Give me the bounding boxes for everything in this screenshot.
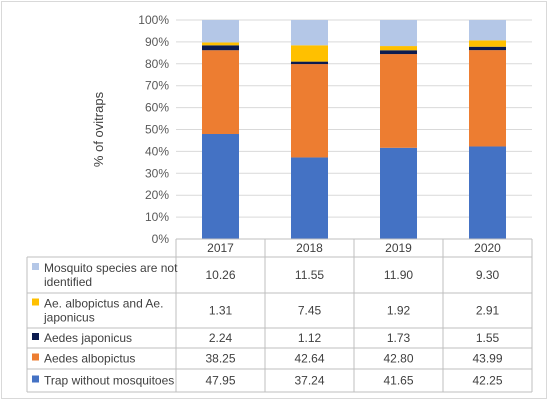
bar-segment (291, 45, 328, 62)
y-tick-label: 30% (145, 166, 169, 180)
y-tick-label: 100% (138, 13, 169, 27)
data-table-cell: 9.30 (476, 268, 500, 282)
data-table-cell: 38.25 (205, 352, 235, 366)
bar-segment (469, 50, 506, 147)
y-tick-label: 90% (145, 35, 169, 49)
legend-swatch (32, 353, 39, 361)
bar-segment (469, 20, 506, 41)
bar-segment (202, 133, 239, 239)
bar-segment (469, 146, 506, 239)
data-table-cell: 1.92 (387, 304, 411, 318)
legend-swatch (32, 333, 39, 340)
legend-swatch (32, 375, 39, 383)
y-tick-label: 0% (152, 232, 170, 246)
y-tick-label: 80% (145, 57, 169, 71)
data-table-cell: 1.31 (209, 304, 233, 318)
data-table-cell: 1.12 (298, 331, 322, 345)
y-tick-label: 10% (145, 210, 169, 224)
data-table-cell: 42.64 (294, 352, 324, 366)
legend-label: Trap without mosquitoes (44, 374, 174, 388)
bar-segment (202, 45, 239, 51)
y-tick-label: 60% (145, 101, 169, 115)
data-table-cell: 42.25 (472, 374, 502, 388)
bar-segment (380, 50, 417, 55)
x-category-label: 2020 (474, 241, 501, 255)
bar-segment (380, 20, 417, 47)
x-category-label: 2019 (385, 241, 412, 255)
bar-segment (291, 64, 328, 158)
bar-segment (380, 147, 417, 239)
bar-segment (380, 54, 417, 148)
y-axis-label: % of ovitraps (91, 91, 106, 167)
data-table-cell: 43.99 (472, 352, 502, 366)
legend-label: Aedes albopictus (44, 352, 135, 366)
data-table-cell: 7.45 (298, 304, 322, 318)
y-tick-label: 20% (145, 188, 169, 202)
y-tick-label: 50% (145, 123, 169, 137)
bar-segment (202, 42, 239, 46)
y-tick-label: 40% (145, 144, 169, 158)
legend-label: japonicus (43, 311, 95, 325)
data-table-cell: 47.95 (205, 374, 235, 388)
legend-swatch (32, 263, 39, 270)
bar-segment (291, 157, 328, 239)
legend-label: identified (44, 275, 92, 289)
data-table-cell: 41.65 (383, 374, 413, 388)
data-table-cell: 2.24 (209, 331, 233, 345)
x-category-label: 2017 (207, 241, 234, 255)
data-table-cell: 10.26 (205, 268, 235, 282)
data-table-cell: 42.80 (383, 352, 413, 366)
data-table-cell: 11.90 (384, 268, 413, 282)
y-tick-label: 70% (145, 79, 169, 93)
legend-label: Aedes japonicus (44, 331, 132, 345)
bar-segment (202, 19, 239, 43)
data-table-cell: 37.24 (294, 374, 324, 388)
bar-segment (202, 50, 239, 134)
bar-segment (469, 40, 506, 47)
bar-segment (291, 61, 328, 65)
legend-label: Ae. albopictus and Ae. (44, 297, 163, 311)
bar-segment (469, 46, 506, 51)
data-table-cell: 1.55 (476, 331, 500, 345)
legend-swatch (32, 298, 39, 306)
x-category-label: 2018 (296, 241, 323, 255)
legend-label: Mosquito species are not (44, 261, 178, 275)
bar-segment (380, 46, 417, 51)
data-table-cell: 2.91 (476, 304, 500, 318)
data-table-cell: 11.55 (295, 268, 324, 282)
data-table-cell: 1.73 (387, 331, 411, 345)
bar-segment (291, 20, 328, 46)
